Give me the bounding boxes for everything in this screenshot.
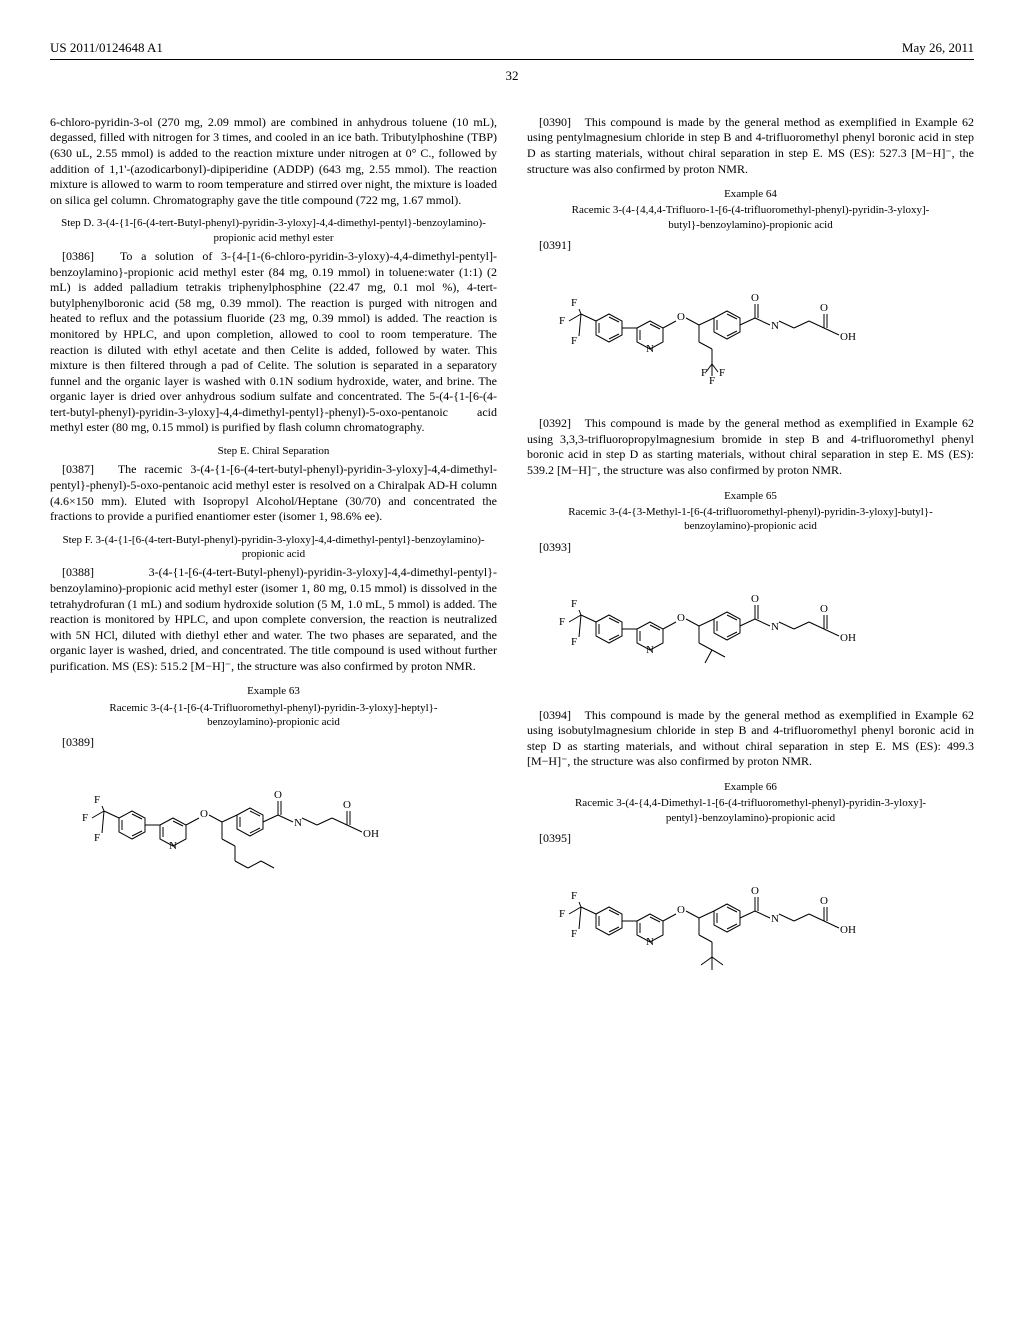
example-66-title: Racemic 3-(4-{4,4-Dimethyl-1-[6-(4-trifl…: [527, 796, 974, 825]
step-e-title: Step E. Chiral Separation: [50, 444, 497, 458]
continuation-paragraph: 6-chloro-pyridin-3-ol (270 mg, 2.09 mmol…: [50, 115, 497, 209]
paragraph-0392: [0392] This compound is made by the gene…: [527, 416, 974, 478]
left-column: 6-chloro-pyridin-3-ol (270 mg, 2.09 mmol…: [50, 115, 497, 999]
para-text-0390: This compound is made by the general met…: [527, 115, 974, 176]
svg-text:N: N: [646, 644, 654, 656]
right-column: [0390] This compound is made by the gene…: [527, 115, 974, 999]
paragraph-0391: [0391]: [527, 238, 974, 254]
svg-text:F: F: [571, 297, 577, 309]
svg-text:F: F: [82, 812, 88, 824]
paragraph-0386: [0386] To a solution of 3-{4-[1-(6-chlor…: [50, 249, 497, 436]
paragraph-0388: [0388] 3-(4-{1-[6-(4-tert-Butyl-phenyl)-…: [50, 565, 497, 674]
svg-text:N: N: [294, 817, 302, 829]
para-num-0393: [0393]: [539, 540, 571, 554]
svg-text:O: O: [677, 612, 685, 624]
svg-text:O: O: [751, 885, 759, 897]
chemical-structure-64: F F F N O: [527, 264, 974, 399]
svg-text:N: N: [771, 320, 779, 332]
paragraph-0394: [0394] This compound is made by the gene…: [527, 708, 974, 770]
svg-text:F: F: [571, 598, 577, 610]
para-num-0390: [0390]: [539, 115, 571, 129]
para-num-0386: [0386]: [62, 249, 94, 263]
svg-text:O: O: [677, 311, 685, 323]
example-65-label: Example 65: [527, 489, 974, 503]
svg-text:F: F: [94, 794, 100, 806]
publication-date: May 26, 2011: [902, 40, 974, 57]
svg-text:F: F: [571, 890, 577, 902]
example-66-label: Example 66: [527, 780, 974, 794]
svg-text:F: F: [571, 335, 577, 347]
svg-text:O: O: [820, 895, 828, 907]
svg-text:O: O: [343, 799, 351, 811]
page-number: 32: [50, 68, 974, 85]
chemical-structure-65: F F F N O: [527, 565, 974, 690]
svg-text:F: F: [701, 367, 707, 379]
svg-text:O: O: [200, 808, 208, 820]
para-text-0392: This compound is made by the general met…: [527, 416, 974, 477]
svg-text:F: F: [559, 616, 565, 628]
svg-text:F: F: [559, 315, 565, 327]
para-num-0391: [0391]: [539, 238, 571, 252]
svg-text:O: O: [677, 904, 685, 916]
example-63-title: Racemic 3-(4-{1-[6-(4-Trifluoromethyl-ph…: [50, 701, 497, 730]
svg-text:O: O: [751, 292, 759, 304]
svg-text:F: F: [709, 375, 715, 387]
svg-text:N: N: [169, 840, 177, 852]
para-num-0392: [0392]: [539, 416, 571, 430]
svg-text:F: F: [571, 928, 577, 940]
paragraph-0387: [0387] The racemic 3-(4-{1-[6-(4-tert-bu…: [50, 462, 497, 524]
step-f-title: Step F. 3-(4-{1-[6-(4-tert-Butyl-phenyl)…: [50, 533, 497, 562]
para-num-0395: [0395]: [539, 831, 571, 845]
svg-text:N: N: [646, 343, 654, 355]
svg-text:O: O: [274, 789, 282, 801]
example-64-label: Example 64: [527, 187, 974, 201]
paragraph-0393: [0393]: [527, 540, 974, 556]
para-num-0388: [0388]: [62, 565, 94, 579]
svg-text:OH: OH: [840, 331, 856, 343]
svg-text:O: O: [751, 593, 759, 605]
example-63-label: Example 63: [50, 684, 497, 698]
paragraph-0390: [0390] This compound is made by the gene…: [527, 115, 974, 177]
svg-text:O: O: [820, 302, 828, 314]
svg-text:OH: OH: [840, 924, 856, 936]
svg-text:F: F: [94, 832, 100, 844]
svg-text:N: N: [771, 621, 779, 633]
page-header: US 2011/0124648 A1 May 26, 2011: [50, 40, 974, 60]
para-text-0394: This compound is made by the general met…: [527, 708, 974, 769]
publication-number: US 2011/0124648 A1: [50, 40, 163, 57]
para-text-0388: 3-(4-{1-[6-(4-tert-Butyl-phenyl)-pyridin…: [50, 565, 497, 673]
svg-text:OH: OH: [363, 828, 379, 840]
svg-text:N: N: [646, 936, 654, 948]
para-num-0389: [0389]: [62, 735, 94, 749]
svg-text:F: F: [571, 636, 577, 648]
example-65-title: Racemic 3-(4-{3-Methyl-1-[6-(4-trifluoro…: [527, 505, 974, 534]
content-columns: 6-chloro-pyridin-3-ol (270 mg, 2.09 mmol…: [50, 115, 974, 999]
step-d-title: Step D. 3-(4-{1-[6-(4-tert-Butyl-phenyl)…: [50, 216, 497, 245]
para-num-0387: [0387]: [62, 462, 94, 476]
svg-text:O: O: [820, 603, 828, 615]
chemical-structure-66: F F F N O: [527, 857, 974, 982]
svg-text:F: F: [559, 908, 565, 920]
para-text-0387: The racemic 3-(4-{1-[6-(4-tert-butyl-phe…: [50, 462, 497, 523]
svg-text:N: N: [771, 913, 779, 925]
paragraph-0395: [0395]: [527, 831, 974, 847]
para-text-0386: To a solution of 3-{4-[1-(6-chloro-pyrid…: [50, 249, 497, 435]
svg-text:F: F: [719, 367, 725, 379]
para-num-0394: [0394]: [539, 708, 571, 722]
paragraph-0389: [0389]: [50, 735, 497, 751]
svg-text:OH: OH: [840, 632, 856, 644]
chemical-structure-63: F F F N: [50, 761, 497, 886]
example-64-title: Racemic 3-(4-{4,4,4-Trifluoro-1-[6-(4-tr…: [527, 203, 974, 232]
